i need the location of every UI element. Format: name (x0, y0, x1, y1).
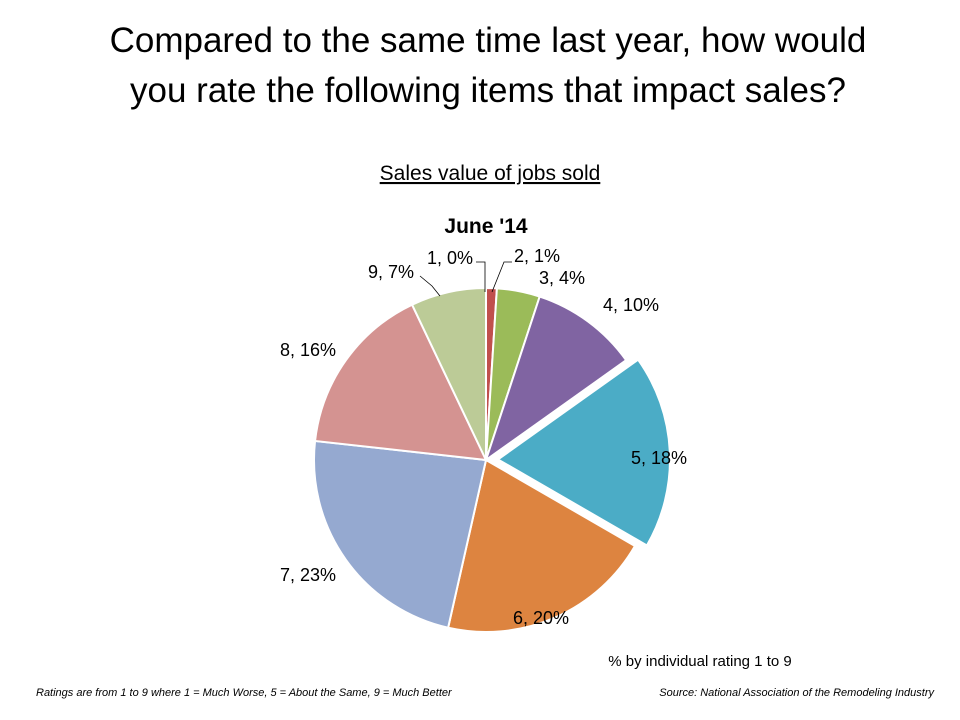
pie-slice (410, 286, 487, 461)
data-label: 7, 23% (280, 565, 336, 585)
pie-slice (446, 458, 637, 633)
chart-subtitle: Sales value of jobs sold (380, 162, 601, 185)
data-label: 8, 16% (280, 340, 336, 360)
data-label: 1, 0% (427, 248, 473, 268)
slide-title: Compared to the same time last year, how… (110, 21, 867, 110)
footer-left: Ratings are from 1 to 9 where 1 = Much W… (36, 687, 453, 699)
chart-title: June '14 (444, 215, 528, 238)
data-label: 4, 10% (603, 295, 659, 315)
footer-right: Source: National Association of the Remo… (659, 687, 935, 699)
data-label: 3, 4% (539, 268, 585, 288)
data-label: 2, 1% (514, 246, 560, 266)
leader-lines (419, 261, 512, 297)
data-label: 6, 20% (513, 608, 569, 628)
leader-line (476, 261, 486, 292)
chart-note: % by individual rating 1 to 9 (608, 653, 791, 670)
leader-line (419, 275, 441, 297)
pie (313, 286, 671, 633)
leader-line (491, 261, 512, 293)
pie-slice (484, 295, 628, 463)
data-label: 9, 7% (368, 262, 414, 282)
pie-slice (496, 358, 671, 547)
pie-slice (313, 303, 488, 462)
pie-slice (313, 439, 488, 629)
data-label: 5, 18% (631, 448, 687, 468)
